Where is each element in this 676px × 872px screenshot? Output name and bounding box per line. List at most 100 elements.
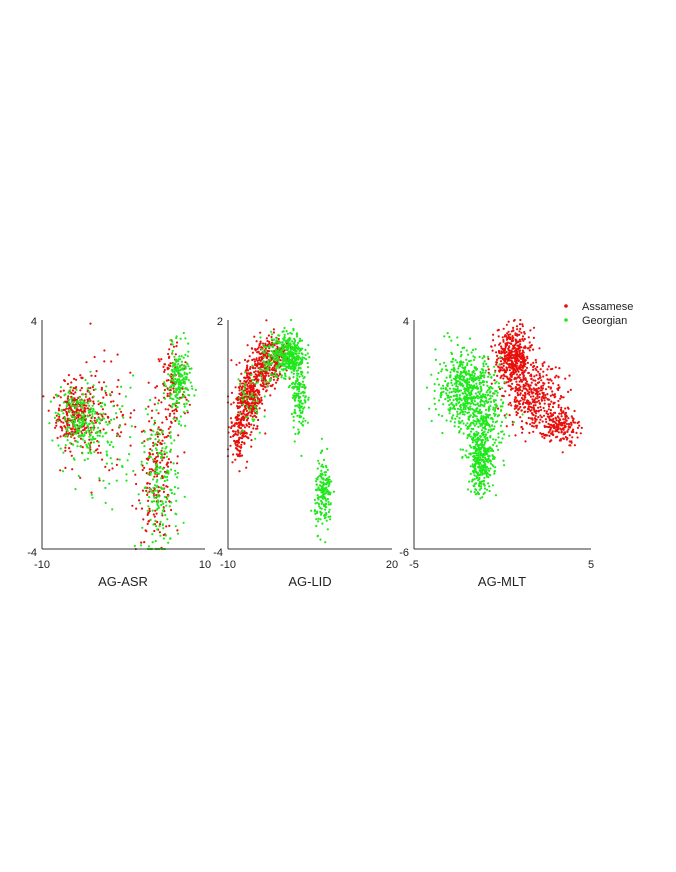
- scatter-point-georgian: [67, 421, 70, 424]
- scatter-point-georgian: [476, 440, 479, 443]
- scatter-point-assamese: [522, 365, 525, 368]
- scatter-point-assamese: [247, 422, 250, 425]
- scatter-point-assamese: [241, 441, 244, 444]
- scatter-point-assamese: [511, 337, 514, 340]
- scatter-point-georgian: [278, 350, 281, 353]
- scatter-point-georgian: [88, 390, 91, 393]
- scatter-point-assamese: [532, 406, 535, 409]
- scatter-point-georgian: [501, 430, 504, 433]
- scatter-point-georgian: [280, 374, 283, 377]
- scatter-point-assamese: [115, 463, 118, 466]
- scatter-point-georgian: [155, 525, 158, 528]
- scatter-point-assamese: [246, 436, 249, 439]
- scatter-point-assamese: [503, 369, 506, 372]
- scatter-point-georgian: [454, 359, 457, 362]
- scatter-point-assamese: [64, 449, 67, 452]
- scatter-point-georgian: [94, 410, 97, 413]
- scatter-point-assamese: [515, 400, 518, 403]
- scatter-point-georgian: [104, 404, 107, 407]
- scatter-point-assamese: [237, 386, 240, 389]
- scatter-point-assamese: [541, 435, 544, 438]
- scatter-point-assamese: [551, 419, 555, 422]
- scatter-point-georgian: [305, 358, 308, 361]
- scatter-point-georgian: [188, 371, 191, 374]
- scatter-point-georgian: [293, 361, 296, 364]
- scatter-point-georgian: [173, 370, 176, 373]
- scatter-point-georgian: [291, 396, 294, 399]
- scatter-point-georgian: [147, 456, 151, 459]
- scatter-point-georgian: [244, 394, 247, 397]
- scatter-point-georgian: [474, 392, 477, 395]
- scatter-point-assamese: [155, 385, 159, 388]
- scatter-point-georgian: [238, 396, 241, 399]
- scatter-point-georgian: [172, 462, 175, 465]
- scatter-point-assamese: [504, 347, 507, 350]
- scatter-point-georgian: [166, 479, 169, 482]
- scatter-point-assamese: [129, 444, 132, 447]
- scatter-point-georgian: [295, 404, 298, 407]
- scatter-point-assamese: [234, 447, 238, 450]
- scatter-point-georgian: [90, 407, 93, 410]
- scatter-point-georgian: [186, 355, 189, 358]
- scatter-point-georgian: [449, 371, 452, 374]
- scatter-point-georgian: [458, 422, 461, 425]
- scatter-point-assamese: [548, 405, 551, 408]
- scatter-point-georgian: [466, 434, 469, 437]
- scatter-point-assamese: [569, 388, 572, 391]
- scatter-point-assamese: [538, 376, 542, 379]
- scatter-point-georgian: [292, 394, 295, 397]
- scatter-point-assamese: [96, 448, 99, 451]
- scatter-point-assamese: [70, 454, 73, 457]
- scatter-point-assamese: [164, 363, 167, 366]
- scatter-point-assamese: [516, 383, 519, 386]
- scatter-point-assamese: [247, 377, 250, 380]
- scatter-point-georgian: [475, 382, 478, 385]
- scatter-point-georgian: [159, 470, 162, 473]
- scatter-point-assamese: [564, 377, 567, 380]
- scatter-point-assamese: [562, 410, 565, 413]
- scatter-point-georgian: [116, 434, 119, 437]
- scatter-point-georgian: [186, 409, 189, 412]
- scatter-point-georgian: [172, 417, 175, 420]
- scatter-point-georgian: [472, 403, 475, 406]
- scatter-point-assamese: [161, 514, 164, 517]
- scatter-point-assamese: [542, 381, 545, 385]
- scatter-point-georgian: [249, 406, 252, 409]
- scatter-point-georgian: [469, 376, 472, 379]
- scatter-point-georgian: [129, 436, 132, 439]
- scatter-point-georgian: [164, 513, 167, 517]
- scatter-point-assamese: [568, 374, 571, 377]
- scatter-point-assamese: [535, 412, 538, 415]
- scatter-point-georgian: [473, 491, 476, 494]
- scatter-point-assamese: [532, 430, 535, 433]
- scatter-point-assamese: [167, 458, 170, 461]
- scatter-point-georgian: [277, 342, 280, 345]
- scatter-point-georgian: [462, 432, 465, 435]
- scatter-point-georgian: [303, 406, 306, 409]
- scatter-point-assamese: [77, 416, 80, 419]
- scatter-point-georgian: [450, 351, 453, 354]
- scatter-point-georgian: [485, 391, 488, 394]
- scatter-point-assamese: [267, 350, 271, 353]
- scatter-point-georgian: [68, 426, 71, 429]
- scatter-point-assamese: [496, 329, 499, 332]
- scatter-point-assamese: [532, 326, 536, 329]
- scatter-point-assamese: [532, 408, 535, 411]
- scatter-point-assamese: [89, 441, 93, 444]
- scatter-point-georgian: [464, 402, 467, 405]
- scatter-point-assamese: [241, 382, 245, 385]
- scatter-point-assamese: [121, 413, 125, 416]
- scatter-point-assamese: [244, 407, 247, 410]
- scatter-point-assamese: [543, 402, 546, 405]
- scatter-point-georgian: [292, 426, 295, 429]
- scatter-point-georgian: [255, 395, 258, 398]
- scatter-point-assamese: [505, 366, 508, 369]
- scatter-point-georgian: [445, 419, 448, 422]
- scatter-point-georgian: [454, 375, 457, 378]
- scatter-point-georgian: [475, 368, 478, 371]
- scatter-point-assamese: [513, 344, 516, 347]
- scatter-point-georgian: [474, 403, 477, 406]
- scatter-point-georgian: [482, 362, 485, 365]
- scatter-point-georgian: [487, 407, 490, 411]
